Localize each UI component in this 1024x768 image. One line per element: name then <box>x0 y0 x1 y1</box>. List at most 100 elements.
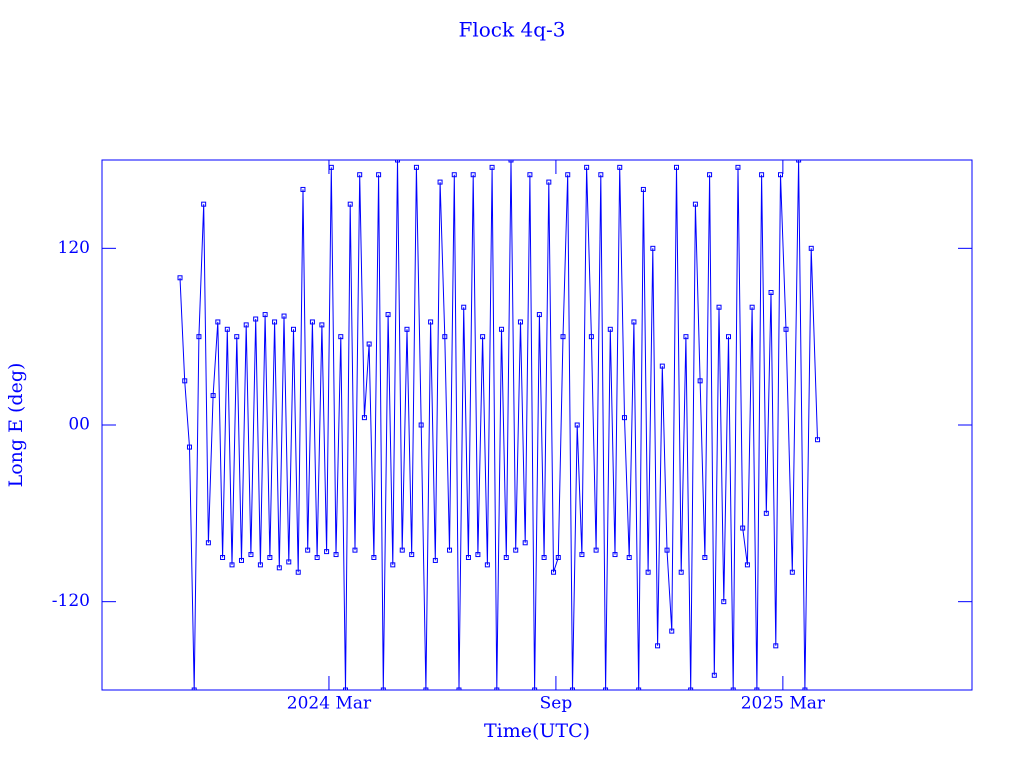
data-point <box>267 555 273 560</box>
data-point <box>569 687 575 690</box>
data-point <box>612 552 618 558</box>
data-point <box>286 559 292 565</box>
data-point <box>716 304 722 310</box>
data-point <box>347 201 353 207</box>
data-point <box>768 290 774 295</box>
data-point <box>399 547 405 553</box>
data-point <box>740 525 746 531</box>
data-point <box>404 326 410 332</box>
data-point <box>702 555 708 560</box>
data-point <box>560 334 566 340</box>
data-point <box>409 552 415 558</box>
data-point <box>361 415 367 421</box>
data-point <box>555 555 561 560</box>
data-point <box>395 160 401 163</box>
data-point <box>494 687 500 690</box>
data-point <box>659 363 665 369</box>
data-point <box>243 322 249 328</box>
data-point <box>456 687 462 690</box>
data-point <box>626 555 632 560</box>
data-point <box>499 326 505 332</box>
data-point <box>475 552 481 558</box>
data-point <box>205 540 211 546</box>
data-point <box>480 334 486 340</box>
data-point <box>735 164 741 170</box>
data-point <box>290 326 296 332</box>
data-point <box>201 201 207 207</box>
data-point <box>234 334 240 340</box>
data-point <box>248 552 254 558</box>
data-point <box>565 172 571 178</box>
data-point <box>300 186 306 192</box>
data-point <box>272 319 278 325</box>
data-point <box>725 334 731 340</box>
data-point <box>390 562 396 568</box>
data-point <box>314 555 320 560</box>
data-point <box>461 304 467 310</box>
data-point <box>783 326 789 332</box>
x-tick-label: 2025 Mar <box>741 694 826 714</box>
chart-title: Flock 4q-3 <box>458 18 565 42</box>
data-point <box>574 422 580 428</box>
data-point <box>617 164 623 170</box>
data-point <box>380 687 386 690</box>
data-point <box>683 334 689 340</box>
x-tick-label: 2024 Mar <box>287 694 372 714</box>
data-point <box>182 378 188 384</box>
data-point <box>655 643 661 649</box>
data-point <box>352 547 358 553</box>
plot-area <box>177 160 821 690</box>
data-point <box>598 172 604 178</box>
data-point <box>333 552 339 558</box>
data-point <box>579 552 585 558</box>
data-point <box>186 444 192 450</box>
data-point <box>645 569 651 575</box>
x-tick-label: Sep <box>540 694 573 714</box>
data-point <box>503 555 509 560</box>
data-point <box>522 540 528 546</box>
data-point <box>238 557 244 563</box>
y-tick-label: -120 <box>52 591 90 611</box>
data-point <box>229 562 235 568</box>
data-point <box>484 562 490 568</box>
data-point <box>262 312 268 318</box>
data-point <box>536 312 542 318</box>
data-point <box>432 557 438 563</box>
plot-frame <box>101 159 973 691</box>
data-point <box>196 334 202 340</box>
data-point <box>754 687 760 690</box>
data-point <box>664 547 670 553</box>
data-point <box>749 304 755 310</box>
data-point <box>413 164 419 170</box>
data-point <box>357 172 363 178</box>
data-point <box>730 687 736 690</box>
data-point <box>551 569 557 575</box>
data-point <box>584 164 590 170</box>
data-point <box>508 160 514 163</box>
data-point <box>257 562 263 568</box>
data-point <box>437 179 443 185</box>
data-point <box>177 275 183 281</box>
data-point <box>673 164 679 170</box>
data-point <box>215 319 221 325</box>
data-point <box>470 172 476 178</box>
data-point <box>778 172 784 178</box>
data-point <box>253 316 259 322</box>
data-point <box>517 319 523 325</box>
data-point <box>815 437 821 443</box>
data-point <box>447 547 453 553</box>
data-point <box>191 687 197 690</box>
data-point <box>210 393 216 399</box>
data-point <box>276 565 282 571</box>
data-point <box>305 547 311 553</box>
data-point <box>650 245 656 251</box>
data-point <box>338 334 344 340</box>
data-point <box>295 569 301 575</box>
data-point <box>593 547 599 553</box>
data-point <box>808 245 814 251</box>
data-point <box>621 415 627 421</box>
data-point <box>319 322 325 328</box>
data-point <box>603 687 609 690</box>
data-point <box>636 687 642 690</box>
data-point <box>309 319 315 325</box>
